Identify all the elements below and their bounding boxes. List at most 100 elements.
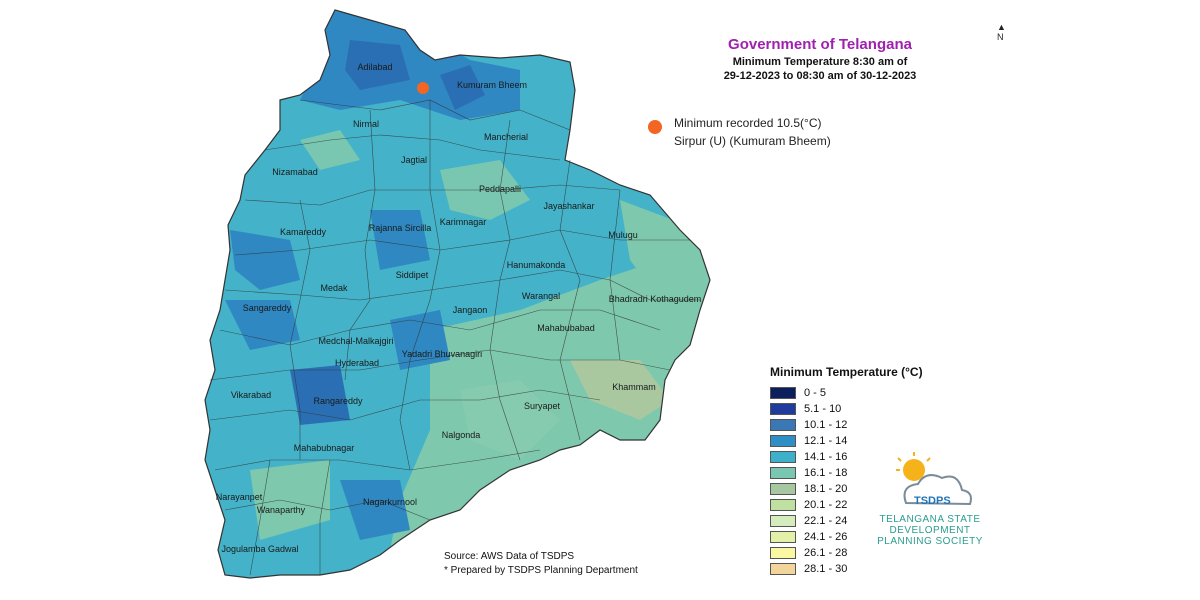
tsdps-logo: TSDPS [896,452,972,507]
legend-swatch [770,483,796,495]
zone-16-18-narayanpet [250,460,330,540]
zone-16-18-nizamabad [300,130,360,170]
district-label: Jangaon [453,305,488,315]
district-label: Jayashankar [543,201,594,211]
district-label: Mahabubabad [537,323,595,333]
legend-label: 20.1 - 22 [804,499,848,511]
legend-swatch [770,563,796,575]
legend-label: 16.1 - 18 [804,467,848,479]
district-labels: Adilabad Kumuram Bheem Nirmal Mancherial Jag… [216,62,702,554]
legend-item: 12.1 - 14 [770,433,923,449]
legend-item: 26.1 - 28 [770,545,923,561]
district-label: Mahabubnagar [294,443,355,453]
min-temp-marker [417,82,429,94]
district-label: Rangareddy [313,396,363,406]
zone-10-12-rangareddy [290,365,350,425]
district-label: Nagarkurnool [363,497,417,507]
district-label: Hyderabad [335,358,379,368]
subtitle-line2: 29-12-2023 to 08:30 am of 30-12-2023 [723,70,917,82]
district-label: Hanumakonda [507,260,566,270]
legend-swatch [770,419,796,431]
district-label: Nizamabad [272,167,318,177]
district-label: Warangal [522,291,560,301]
district-boundaries [209,99,700,576]
legend-item: 10.1 - 12 [770,417,923,433]
district-label: Yadadri Bhuvanagiri [402,349,482,359]
district-label: Jagtial [401,155,427,165]
district-label: Kamareddy [280,227,327,237]
sun-icon [896,452,931,481]
legend-label: 0 - 5 [804,387,827,399]
record-line2: Sirpur (U) (Kumuram Bheem) [674,134,831,148]
prepared-line: * Prepared by TSDPS Planning Department [444,565,638,576]
map-subtitle: Minimum Temperature 8:30 am of 29-12-202… [690,55,950,83]
record-marker-icon [648,120,662,134]
district-label: Adilabad [357,62,392,72]
logo-name-line1: TELANGANA STATE [879,514,981,525]
legend-swatch [770,499,796,511]
legend-label: 24.1 - 26 [804,531,848,543]
district-label: Karimnagar [440,217,487,227]
legend-item: 14.1 - 16 [770,449,923,465]
legend-item: 18.1 - 20 [770,481,923,497]
legend-swatch [770,547,796,559]
district-label: Vikarabad [231,390,271,400]
logo-name-line3: PLANNING SOCIETY [877,536,983,547]
north-arrow-icon: ▲ N [997,22,1006,42]
legend-swatch [770,387,796,399]
legend-label: 10.1 - 12 [804,419,848,431]
legend-label: 28.1 - 30 [804,563,848,575]
legend: Minimum Temperature (°C) 0 - 5 5.1 - 10 10… [770,365,923,577]
district-label: Kumuram Bheem [457,80,527,90]
district-label: Nirmal [353,119,379,129]
legend-swatch [770,515,796,527]
logo-name-line2: DEVELOPMENT [889,525,971,536]
district-label: Mancherial [484,132,528,142]
legend-label: 26.1 - 28 [804,547,848,559]
legend-item: 28.1 - 30 [770,561,923,577]
subtitle-line1: Minimum Temperature 8:30 am of [732,56,908,68]
legend-label: 12.1 - 14 [804,435,848,447]
legend-swatch [770,467,796,479]
district-label: Jogulamba Gadwal [221,544,298,554]
zone-18-20-khammam [570,360,670,420]
zone-16-18-nalgonda [460,380,560,460]
zone-10-12-kumuram [440,65,485,110]
district-label: Sangareddy [243,303,292,313]
zone-12-14-yadadri [390,310,450,370]
legend-item: 5.1 - 10 [770,401,923,417]
legend-title: Minimum Temperature (°C) [770,365,923,379]
legend-item: 16.1 - 18 [770,465,923,481]
legend-swatch [770,531,796,543]
legend-label: 18.1 - 20 [804,483,848,495]
district-label: Bhadradri Kothagudem [609,294,702,304]
district-label: Medchal-Malkajgiri [318,336,393,346]
legend-label: 5.1 - 10 [804,403,842,415]
district-label: Mulugu [608,230,638,240]
district-label: Nalgonda [442,430,481,440]
logo-acronym: TSDPS [914,495,951,507]
district-label: Narayanpet [216,492,263,502]
zone-10-12-adilabad [345,40,410,90]
legend-swatch [770,435,796,447]
district-label: Suryapet [524,401,561,411]
legend-item: 20.1 - 22 [770,497,923,513]
legend-swatch [770,403,796,415]
district-label: Siddipet [396,270,429,280]
district-label: Medak [320,283,348,293]
district-label: Peddapalli [479,184,521,194]
page-title: Government of Telangana [728,36,912,53]
district-label: Rajanna Sircilla [369,223,432,233]
zone-12-14-sangareddy [225,300,300,350]
legend-label: 14.1 - 16 [804,451,848,463]
zone-12-14-sircilla [370,210,430,270]
legend-item: 24.1 - 26 [770,529,923,545]
legend-item: 0 - 5 [770,385,923,401]
logo-text: TELANGANA STATE DEVELOPMENT PLANNING SOC… [860,514,1000,547]
record-line1: Minimum recorded 10.5(°C) [674,116,822,130]
legend-item: 22.1 - 24 [770,513,923,529]
source-line: Source: AWS Data of TSDPS [444,551,575,562]
cloud-icon [903,474,972,506]
district-label: Khammam [612,382,656,392]
